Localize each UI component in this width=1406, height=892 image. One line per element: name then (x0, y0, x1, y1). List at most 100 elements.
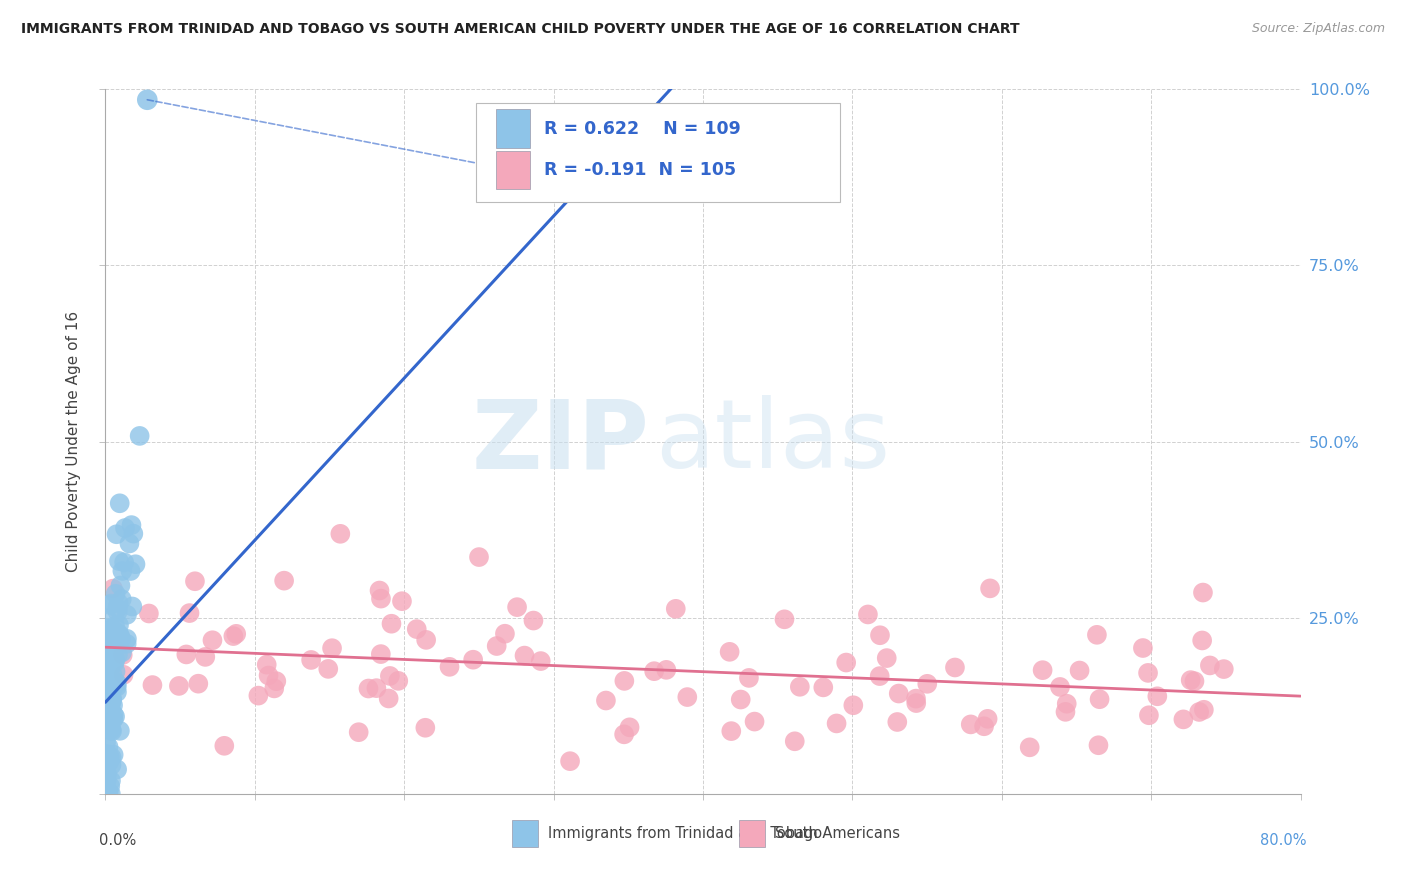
Point (370, 591, 392, 606)
Point (959, 717, 981, 731)
FancyBboxPatch shape (475, 103, 841, 202)
Point (415, 721, 437, 735)
Point (98, 779, 121, 793)
Point (257, 668, 280, 682)
Point (100, 723, 122, 737)
Point (1049, 680, 1071, 694)
Text: R = 0.622    N = 109: R = 0.622 N = 109 (544, 120, 741, 137)
Point (1188, 705, 1211, 719)
Point (1132, 640, 1154, 655)
Point (122, 526, 145, 541)
Point (506, 600, 529, 615)
Point (111, 592, 134, 607)
Point (718, 645, 741, 659)
Point (108, 554, 131, 568)
Point (104, 665, 127, 679)
Point (1088, 692, 1111, 706)
Point (876, 651, 898, 665)
Point (100, 633, 122, 648)
Text: 0.0%: 0.0% (100, 832, 136, 847)
Point (100, 697, 122, 711)
Point (107, 596, 129, 610)
Point (104, 641, 127, 656)
Point (184, 574, 207, 589)
Text: IMMIGRANTS FROM TRINIDAD AND TOBAGO VS SOUTH AMERICAN CHILD POVERTY UNDER THE AG: IMMIGRANTS FROM TRINIDAD AND TOBAGO VS S… (21, 22, 1019, 37)
Point (103, 656, 125, 670)
Point (124, 558, 146, 572)
Point (101, 582, 124, 596)
Point (112, 668, 135, 682)
Point (96, 621, 118, 635)
Point (530, 654, 553, 668)
Point (856, 607, 879, 622)
Point (105, 527, 128, 541)
Point (1192, 585, 1215, 599)
Point (97, 695, 120, 709)
Point (730, 692, 752, 706)
Point (214, 739, 236, 753)
Point (825, 716, 848, 731)
Point (886, 714, 908, 729)
Point (613, 727, 636, 741)
Point (98, 716, 121, 731)
Point (128, 429, 150, 443)
Point (111, 648, 134, 662)
Point (98, 682, 121, 697)
Point (485, 639, 508, 653)
Point (101, 668, 124, 682)
Point (100, 672, 122, 686)
Point (973, 719, 995, 733)
Point (94, 690, 117, 704)
Point (103, 707, 125, 722)
Point (96, 611, 118, 625)
Bar (496, 151, 530, 189)
Point (347, 725, 370, 739)
Point (100, 676, 122, 690)
Point (720, 724, 742, 739)
Point (558, 754, 581, 768)
Point (107, 626, 129, 640)
Text: ZIP: ZIP (471, 395, 650, 488)
Point (101, 724, 124, 739)
Point (167, 679, 190, 693)
Point (94, 699, 117, 714)
Point (97, 785, 120, 799)
Point (1056, 697, 1078, 711)
Point (1054, 705, 1077, 719)
Point (783, 734, 806, 748)
Point (179, 606, 201, 620)
Point (100, 773, 122, 788)
Point (835, 656, 858, 670)
Point (136, 93, 159, 107)
Point (1137, 665, 1160, 680)
Bar (740, 820, 765, 847)
Point (187, 676, 209, 690)
Point (370, 647, 392, 661)
Point (141, 678, 163, 692)
Point (108, 496, 131, 510)
Point (107, 601, 129, 615)
Point (378, 669, 401, 683)
Point (97, 638, 120, 652)
Point (357, 681, 380, 696)
Point (1085, 628, 1108, 642)
Point (522, 614, 544, 628)
Point (98, 682, 121, 697)
Point (94, 714, 117, 728)
Point (94, 637, 117, 651)
Point (904, 691, 927, 706)
Point (97, 713, 120, 727)
Point (439, 660, 461, 674)
Point (107, 648, 129, 662)
Point (98, 750, 121, 764)
Point (842, 698, 865, 713)
Point (96, 773, 118, 788)
Point (655, 663, 678, 677)
Point (108, 723, 131, 738)
Point (194, 649, 217, 664)
Point (100, 703, 122, 717)
Point (101, 693, 124, 707)
Point (619, 720, 641, 734)
Point (1191, 633, 1213, 648)
Point (115, 632, 138, 646)
